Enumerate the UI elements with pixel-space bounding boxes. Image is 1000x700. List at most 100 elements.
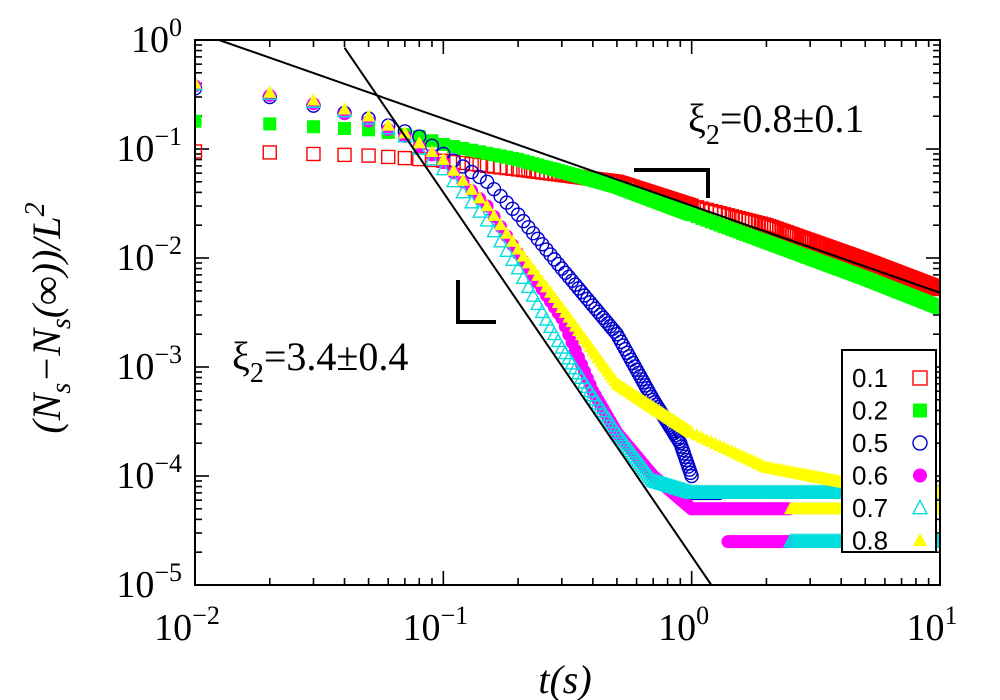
data-point (306, 120, 320, 134)
data-point (361, 148, 376, 163)
data-point (539, 242, 554, 257)
legend-label: 0.5 (852, 428, 888, 458)
data-point (464, 156, 479, 172)
data-point (516, 249, 530, 262)
legend-label: 0.7 (852, 493, 888, 523)
x-tick-label: 101 (907, 601, 958, 649)
data-point (530, 295, 546, 311)
legend-box (841, 349, 937, 553)
data-point (534, 303, 550, 319)
legend-entry: 0.6 (852, 461, 927, 491)
x-tick-label: 100 (658, 601, 709, 649)
y-tick-label: 10−3 (116, 340, 182, 388)
x-tick-label: 10−1 (402, 601, 468, 649)
x-axis-title: t(s) (538, 657, 591, 700)
data-point (511, 242, 525, 255)
data-point (538, 311, 555, 326)
data-point (510, 260, 526, 275)
slope-triangle-lower (456, 280, 496, 324)
y-tick-label: 10−2 (116, 231, 182, 279)
data-point (613, 334, 629, 350)
data-point (515, 269, 532, 285)
legend-marker (913, 403, 927, 418)
legend-marker (913, 468, 927, 483)
data-point (447, 163, 461, 176)
data-point (306, 146, 321, 162)
annotations: ξ2=0.8±0.1 ξ2=3.4±0.4 (232, 96, 864, 389)
legend-entry: 0.7 (852, 493, 929, 523)
data-point (492, 232, 509, 248)
data-point (546, 325, 563, 341)
slope-triangle-upper (634, 168, 710, 198)
data-point (506, 234, 520, 247)
y-tick-label: 10−5 (116, 558, 182, 606)
legend-entry: 0.1 (852, 363, 928, 393)
data-point (499, 242, 515, 257)
data-point (487, 208, 501, 221)
data-point (338, 121, 352, 135)
y-tick-label: 10−4 (116, 449, 182, 497)
legend-entry: 0.8 (852, 526, 927, 556)
data-point (263, 117, 277, 131)
data-point (547, 252, 562, 267)
data-point (435, 160, 451, 176)
series-0.2 (195, 114, 940, 315)
legend-marker (912, 370, 928, 386)
data-point (464, 164, 479, 180)
data-point (456, 173, 470, 186)
data-point (933, 301, 940, 315)
legend-marker (911, 498, 929, 515)
data-point (381, 149, 396, 165)
data-point (398, 126, 412, 139)
legend: 0.10.20.50.60.70.8 (841, 349, 937, 556)
data-point (338, 102, 352, 115)
data-point (381, 118, 395, 131)
legend-entry: 0.5 (852, 428, 928, 458)
data-point (472, 169, 487, 185)
data-point (684, 468, 699, 484)
data-point (525, 287, 541, 302)
slope-triangles (456, 168, 710, 324)
data-point (504, 251, 521, 266)
data-point (520, 278, 537, 294)
data-point (480, 198, 494, 212)
data-point (436, 152, 450, 165)
legend-entry: 0.2 (852, 396, 927, 426)
y-tick-label: 100 (131, 13, 182, 61)
fit-line (343, 47, 713, 585)
data-point (455, 155, 471, 171)
data-point (500, 226, 514, 239)
data-point (534, 237, 550, 252)
data-point (263, 85, 277, 98)
data-point (424, 151, 440, 166)
data-point (397, 150, 413, 166)
legend-label: 0.8 (852, 526, 888, 556)
data-point (425, 144, 439, 158)
axis-titles: t(s) (Ns−Ns(∞))/L2 (20, 202, 592, 700)
data-point (306, 93, 320, 106)
data-point (486, 222, 502, 238)
ticks-layer: 10−2 10−1 100 101 100 10−1 10−2 10−3 10−4 10−5 (116, 13, 957, 649)
data-point (195, 114, 202, 128)
data-point (455, 183, 471, 199)
plot-frame (194, 39, 941, 586)
data-point (195, 144, 203, 159)
legend-label: 0.2 (852, 396, 888, 426)
series-0.8 (195, 76, 940, 515)
legend-marker (913, 532, 927, 547)
fit-lines (218, 40, 940, 585)
data-point (932, 281, 940, 297)
data-point (445, 172, 462, 188)
data-point (521, 256, 535, 269)
slope-annotation: ξ2=3.4±0.4 (232, 334, 408, 389)
data-layer (195, 76, 940, 549)
x-tick-label: 10−2 (154, 601, 220, 649)
legend-marker (912, 435, 928, 451)
slope-annotation: ξ2=0.8±0.1 (688, 96, 864, 151)
data-point (262, 145, 277, 160)
legend-label: 0.6 (852, 461, 888, 491)
data-point (550, 256, 566, 272)
data-point (412, 135, 426, 149)
data-point (362, 109, 376, 122)
